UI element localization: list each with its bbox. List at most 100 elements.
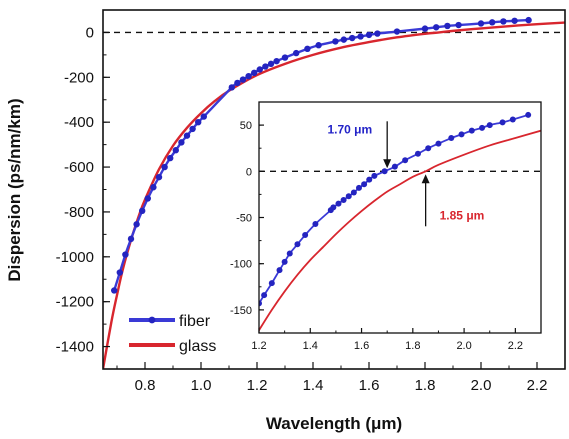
main-point-fiber-13 — [183, 132, 191, 139]
main-y-tick-label-2: -400 — [64, 114, 94, 131]
inset-point-fiber-5 — [286, 250, 293, 257]
main-point-fiber-5 — [139, 207, 146, 215]
inset-x-tick-label-1: 1.4 — [303, 340, 318, 352]
main-point-fiber-6 — [144, 195, 151, 202]
main-point-fiber-31 — [340, 36, 347, 43]
main-point-fiber-23 — [262, 63, 269, 70]
inset-point-fiber-29 — [486, 122, 493, 129]
main-x-tick-label-0: 0.8 — [135, 377, 156, 394]
main-point-fiber-35 — [374, 30, 381, 37]
inset-y-tick-label-0: 50 — [240, 120, 252, 132]
inset-y-tick-label-3: -100 — [230, 259, 252, 271]
inset-point-fiber-12 — [340, 196, 347, 203]
main-point-fiber-3 — [127, 235, 135, 243]
legend-marker-fiber — [148, 316, 156, 324]
inset-y-tick-label-4: -150 — [230, 305, 252, 317]
main-point-fiber-22 — [256, 66, 263, 73]
main-point-fiber-27 — [293, 49, 300, 57]
main-point-fiber-26 — [281, 54, 289, 61]
inset-x-ticks: 1.2 1.4 1.6 1.8 2.0 2.2 — [251, 328, 542, 352]
main-point-fiber-4 — [133, 221, 140, 228]
main-point-fiber-2 — [122, 251, 129, 258]
legend-swatch-glass — [129, 343, 175, 347]
inset-point-fiber-19 — [381, 168, 388, 175]
main-point-fiber-16 — [200, 113, 207, 120]
main-point-fiber-10 — [167, 154, 174, 162]
main-x-tick-label-3: 1.4 — [303, 377, 324, 394]
inset-point-fiber-7 — [302, 232, 309, 239]
inset-point-fiber-0 — [259, 300, 262, 307]
inset-point-fiber-22 — [414, 150, 421, 157]
inset-series-group — [259, 111, 541, 332]
inset-x-tick-label-4: 2.0 — [456, 340, 471, 352]
main-y-tick-label-0: 0 — [86, 24, 94, 41]
inset-x-tick-label-3: 1.8 — [405, 340, 420, 352]
inset-x-tick-label-5: 2.2 — [508, 340, 523, 352]
main-point-fiber-41 — [477, 20, 485, 27]
main-point-fiber-38 — [433, 24, 440, 31]
main-point-fiber-14 — [189, 125, 196, 133]
inset-y-tick-label-1: 0 — [246, 166, 252, 178]
main-series-group — [103, 16, 565, 369]
inset-plot-area — [259, 102, 541, 333]
inset-point-fiber-24 — [435, 140, 442, 147]
main-x-tick-label-6: 2.0 — [471, 377, 492, 394]
main-point-fiber-9 — [161, 163, 168, 171]
main-point-fiber-15 — [195, 118, 202, 126]
main-point-fiber-20 — [245, 72, 252, 80]
main-point-fiber-29 — [315, 42, 322, 49]
main-point-fiber-8 — [155, 173, 163, 181]
main-x-tick-label-2: 1.2 — [247, 377, 268, 394]
main-point-fiber-36 — [393, 28, 401, 35]
legend: fiber glass — [129, 313, 216, 355]
inset-point-fiber-21 — [402, 157, 409, 164]
main-y-tick-label-6: -1200 — [56, 294, 94, 311]
inset-point-fiber-14 — [350, 189, 357, 196]
main-point-fiber-24 — [267, 60, 275, 68]
main-point-fiber-40 — [455, 21, 462, 29]
main-y-tick-label-1: -200 — [64, 69, 94, 86]
main-point-fiber-7 — [150, 184, 157, 191]
main-y-ticks: 0 -200 -400 -600 -800 -1000 -1200 -1400 — [56, 9, 110, 370]
main-x-tick-label-7: 2.2 — [527, 377, 548, 394]
main-point-fiber-42 — [489, 19, 496, 26]
main-x-tick-label-4: 1.6 — [359, 377, 380, 394]
main-point-fiber-12 — [178, 139, 185, 146]
inset-point-fiber-28 — [479, 124, 486, 131]
annotation-arrowhead-0 — [383, 159, 392, 169]
main-point-fiber-37 — [421, 25, 429, 32]
inset-y-ticks: 50 0 -50 -100 -150 — [230, 101, 264, 334]
main-point-fiber-17 — [228, 84, 235, 91]
inset-point-fiber-3 — [276, 267, 283, 274]
inset-point-fiber-17 — [366, 176, 373, 183]
inset-point-fiber-32 — [525, 111, 532, 118]
main-point-fiber-44 — [511, 17, 518, 24]
inset-point-fiber-18 — [371, 172, 378, 179]
inset-point-fiber-16 — [361, 181, 368, 188]
inset-point-fiber-10 — [330, 204, 337, 211]
annotation-label-1: 1.85 μm — [440, 208, 485, 222]
main-point-fiber-25 — [273, 57, 280, 65]
inset-y-tick-label-2: -50 — [236, 213, 252, 225]
inset-point-fiber-1 — [261, 292, 268, 299]
annotation-arrowhead-1 — [421, 174, 430, 184]
main-y-tick-label-7: -1400 — [56, 339, 94, 356]
main-point-fiber-19 — [239, 76, 247, 83]
inset-point-fiber-8 — [312, 220, 319, 227]
inset-point-fiber-6 — [294, 241, 301, 248]
main-x-tick-label-1: 1.0 — [191, 377, 212, 394]
main-point-fiber-45 — [525, 16, 532, 24]
main-x-tick-label-5: 1.8 — [415, 377, 436, 394]
x-axis-title: Wavelength (μm) — [266, 414, 402, 433]
annotation-label-0: 1.70 μm — [327, 122, 372, 136]
inset-point-fiber-4 — [281, 258, 288, 265]
main-point-fiber-30 — [332, 38, 339, 45]
inset-point-fiber-2 — [268, 280, 275, 287]
inset-point-fiber-26 — [458, 131, 465, 138]
main-point-fiber-28 — [304, 45, 311, 53]
inset-x-tick-label-2: 1.6 — [354, 340, 369, 352]
inset-x-tick-label-0: 1.2 — [251, 340, 266, 352]
inset-point-fiber-20 — [391, 163, 398, 170]
inset-point-fiber-11 — [335, 200, 342, 207]
main-point-fiber-0 — [111, 287, 118, 294]
